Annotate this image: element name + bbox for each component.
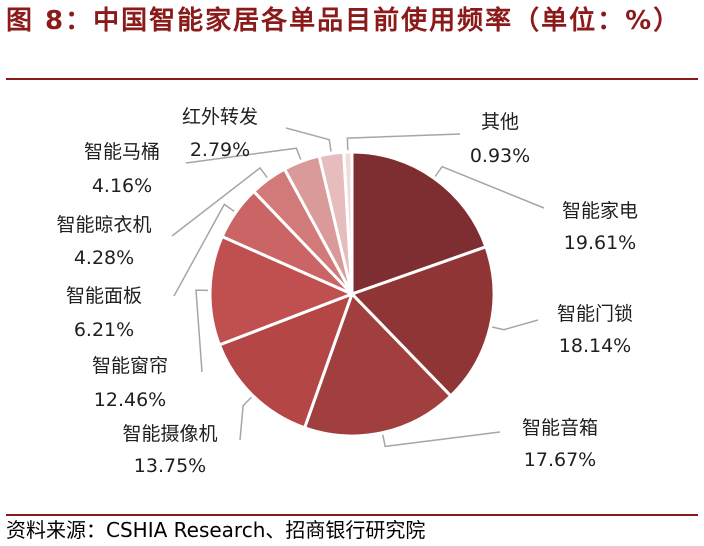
slice-category-label-2: 智能门锁 <box>557 303 633 325</box>
leader-line-8 <box>185 147 302 164</box>
title-divider <box>6 78 698 80</box>
slice-category-label-8: 智能马桶 <box>84 141 160 163</box>
leader-line-5 <box>195 289 209 373</box>
pie-slice-10 <box>342 150 354 295</box>
leader-line-4 <box>239 396 253 441</box>
pie-slice-3 <box>302 291 453 438</box>
slice-value-label-9: 2.79% <box>190 139 250 161</box>
leader-line-2 <box>492 319 539 331</box>
slice-category-label-5: 智能窗帘 <box>92 355 168 377</box>
slice-category-label-9: 红外转发 <box>182 106 258 128</box>
slice-value-label-8: 4.16% <box>92 175 152 197</box>
leader-line-1 <box>434 165 545 209</box>
leader-line-10 <box>346 133 461 151</box>
slice-labels: 智能家电 19.61% 智能门锁 18.14% 智能音箱 17.67% 智能摄像机 13.75… <box>56 106 638 477</box>
leader-line-6 <box>173 203 235 297</box>
source-divider <box>6 514 698 516</box>
slice-value-label-10: 0.93% <box>470 145 530 167</box>
slice-value-label-5: 12.46% <box>94 389 166 411</box>
slice-value-label-7: 4.28% <box>74 247 134 269</box>
slice-category-label-10: 其他 <box>481 111 519 133</box>
slice-value-label-1: 19.61% <box>564 232 636 254</box>
slice-value-label-2: 18.14% <box>559 335 631 357</box>
leader-line-9 <box>285 127 332 152</box>
pie-chart: 智能家电 19.61% 智能门锁 18.14% 智能音箱 17.67% 智能摄像机 13.75… <box>56 106 638 477</box>
slice-category-label-1: 智能家电 <box>562 200 638 222</box>
slice-value-label-6: 6.21% <box>74 319 134 341</box>
slice-category-label-4: 智能摄像机 <box>122 423 217 445</box>
source-note: 资料来源：CSHIA Research、招商银行研究院 <box>6 518 426 542</box>
slice-category-label-3: 智能音箱 <box>522 417 598 439</box>
chart-title: 图 8：中国智能家居各单品目前使用频率（单位：%） <box>6 6 682 36</box>
leader-line-3 <box>381 431 501 448</box>
leader-line-7 <box>171 166 268 237</box>
pie-slice-4 <box>217 291 355 430</box>
pie-slice-5 <box>208 234 356 347</box>
slice-value-label-3: 17.67% <box>524 449 596 471</box>
pie-slices <box>208 150 496 438</box>
slice-value-label-4: 13.75% <box>134 455 206 477</box>
leader-lines <box>171 127 545 448</box>
slice-category-label-6: 智能面板 <box>66 285 142 307</box>
pie-slice-2 <box>349 244 496 399</box>
slice-category-label-7: 智能晾衣机 <box>56 214 151 236</box>
